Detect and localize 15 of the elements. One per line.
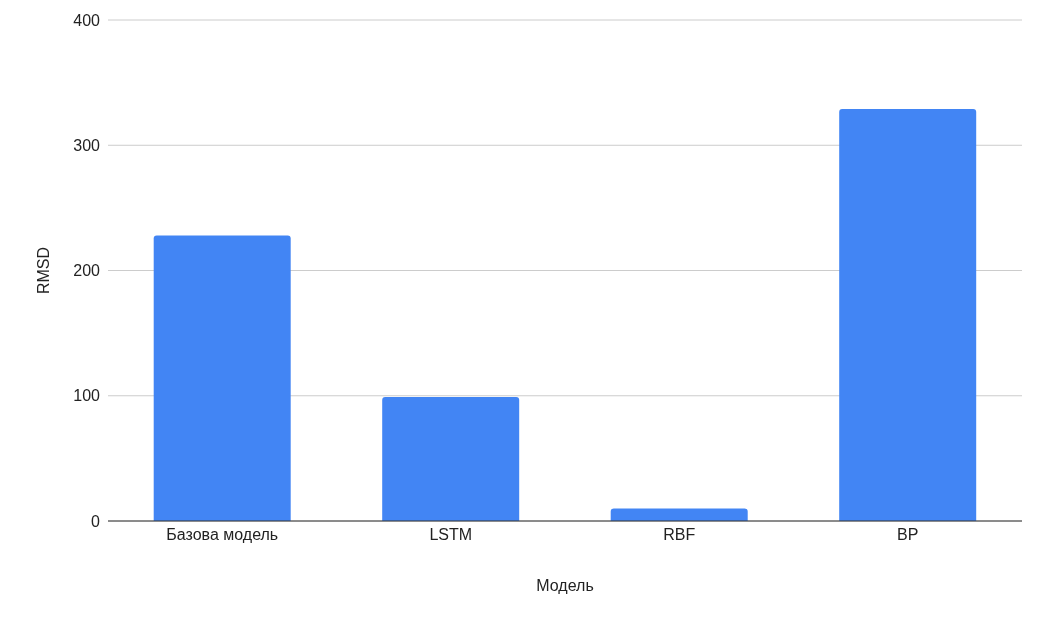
- y-axis-title: RMSD: [34, 246, 52, 295]
- x-tick-label: LSTM: [429, 526, 473, 544]
- y-tick-label: 300: [73, 136, 101, 154]
- bar: [382, 397, 520, 521]
- x-tick-label: RBF: [663, 526, 696, 544]
- x-tick-label: BP: [897, 526, 919, 544]
- y-tick-label: 400: [73, 11, 101, 29]
- y-tick-label: 100: [73, 387, 101, 405]
- y-tick-label: 200: [73, 262, 101, 280]
- y-tick-label: 0: [91, 512, 101, 530]
- bar: [839, 108, 977, 521]
- x-tick-label: Базова модель: [166, 526, 279, 544]
- bar: [153, 235, 291, 521]
- bar: [610, 508, 748, 521]
- x-axis-title: Модель: [536, 577, 594, 594]
